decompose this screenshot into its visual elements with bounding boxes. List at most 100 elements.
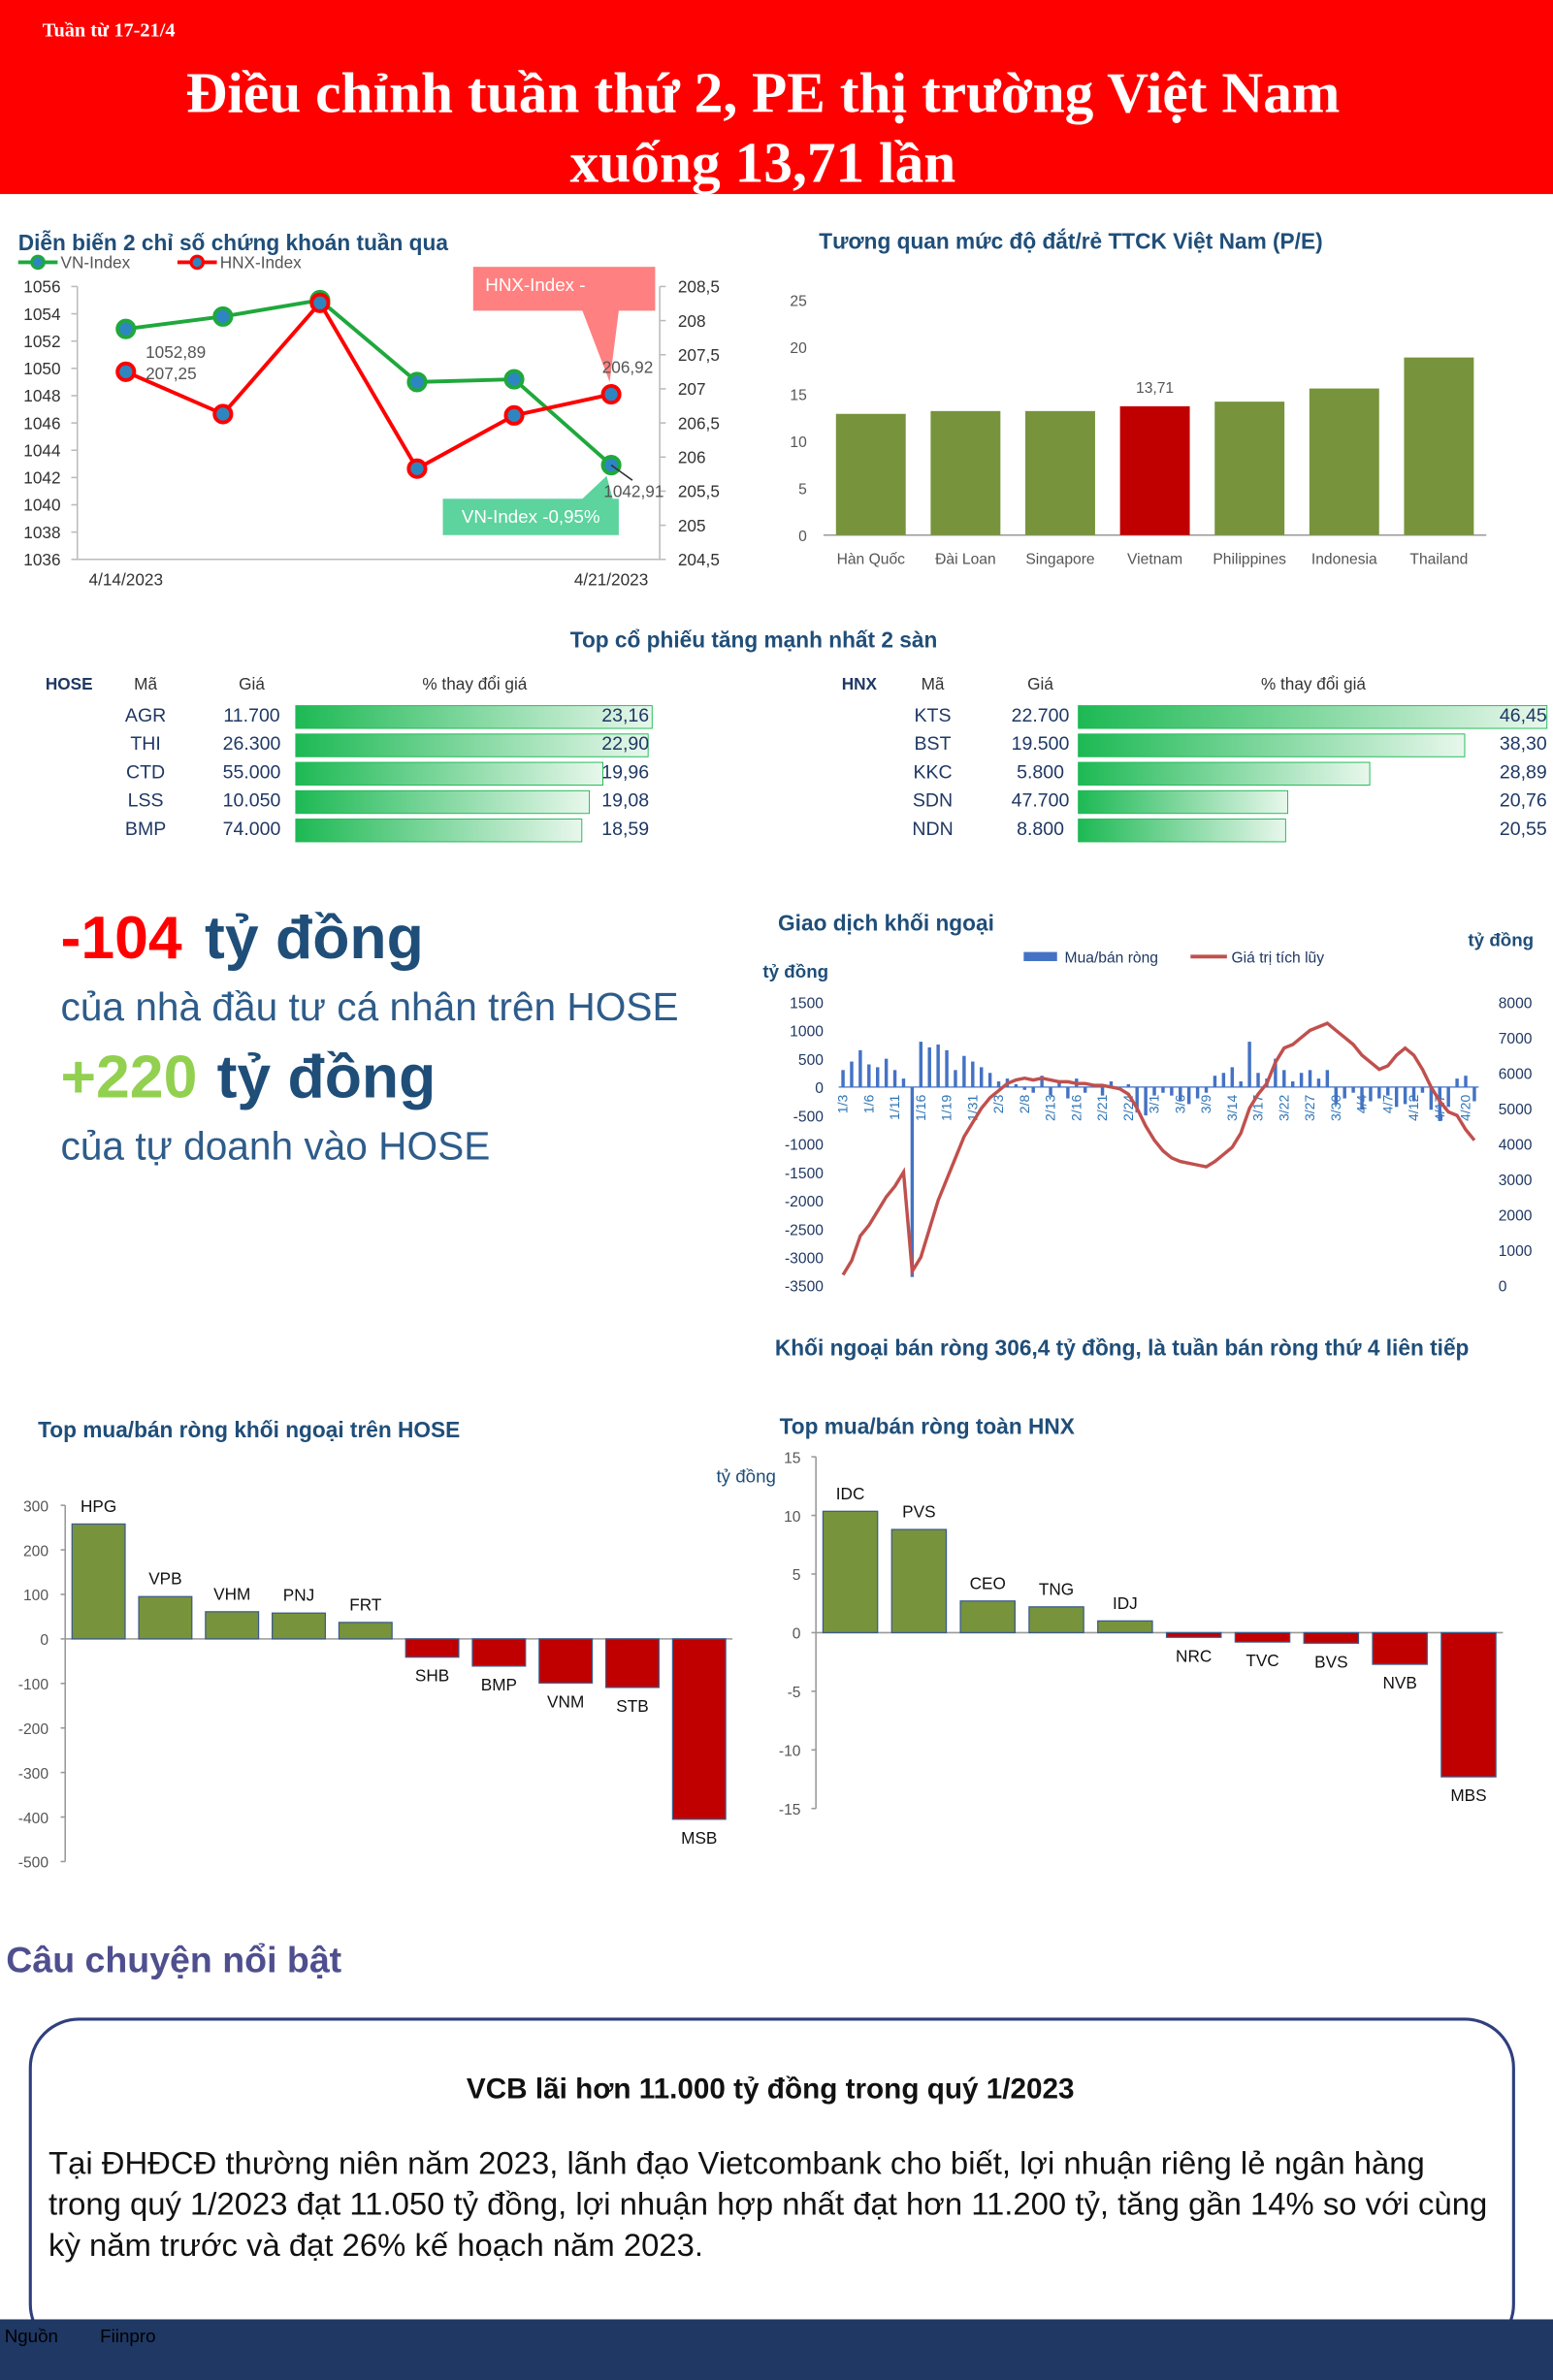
data-label: 38,30 bbox=[1500, 733, 1547, 755]
table-header: HNX bbox=[842, 674, 878, 693]
annotation: VN-Index -0,95% bbox=[442, 475, 619, 535]
y2-tick-label: 208 bbox=[678, 311, 706, 331]
caption-box: Khối ngoại bán ròng 306,4 tỷ đồng, là tu… bbox=[775, 1337, 1469, 1362]
x-tick-label: BVS bbox=[1314, 1652, 1347, 1671]
bar bbox=[471, 1638, 527, 1667]
x-tick-label: 2/24 bbox=[1120, 1095, 1136, 1122]
bar bbox=[1343, 1086, 1346, 1099]
bar bbox=[1230, 1067, 1235, 1087]
table-cell: BMP bbox=[125, 819, 166, 840]
x-tick-label: 2/16 bbox=[1068, 1095, 1084, 1122]
y-tick-label: -2000 bbox=[785, 1194, 824, 1210]
bar bbox=[1049, 1086, 1052, 1096]
bar bbox=[930, 410, 1001, 535]
y2-tick-label: 204,5 bbox=[678, 550, 720, 569]
bar bbox=[1031, 1086, 1035, 1093]
footer-band bbox=[0, 2319, 1553, 2380]
x-tick-label: VNM bbox=[547, 1691, 584, 1711]
bar bbox=[1472, 1086, 1476, 1102]
x-tick-label: HPG bbox=[81, 1496, 116, 1516]
story-heading: Câu chuyện nổi bật bbox=[6, 1940, 341, 1980]
x-tick-label: 2/3 bbox=[990, 1095, 1006, 1114]
source-label: Nguồn bbox=[5, 2326, 58, 2346]
bar bbox=[1165, 1631, 1222, 1638]
y2-tick-label: 1000 bbox=[1499, 1243, 1533, 1260]
marker bbox=[212, 403, 234, 425]
bar bbox=[1420, 1086, 1425, 1093]
table-header: % thay đổi giá bbox=[422, 674, 527, 693]
bar bbox=[404, 1638, 460, 1658]
y-tick-label: 1056 bbox=[23, 277, 60, 297]
bar bbox=[1334, 1086, 1338, 1105]
x-tick-label: 3/6 bbox=[1172, 1095, 1187, 1114]
table-cell: NDN bbox=[912, 819, 953, 840]
bar bbox=[1394, 1086, 1399, 1108]
marker bbox=[503, 404, 525, 426]
data-bar bbox=[1078, 733, 1466, 757]
x-tick-label: MSB bbox=[681, 1828, 717, 1848]
marker bbox=[406, 371, 428, 393]
bar bbox=[959, 1600, 1016, 1634]
table-cell: 5.800 bbox=[1017, 761, 1064, 783]
y-tick-label: -5 bbox=[788, 1685, 801, 1701]
bar bbox=[867, 1064, 871, 1087]
bar bbox=[1369, 1086, 1373, 1102]
bar bbox=[901, 1078, 906, 1087]
y2-tick-label: 205 bbox=[678, 516, 706, 535]
y-tick-label: -1000 bbox=[785, 1138, 824, 1154]
y-tick-label: 500 bbox=[798, 1052, 824, 1069]
x-tick-label: 3/14 bbox=[1224, 1095, 1240, 1122]
table-cell: LSS bbox=[128, 790, 164, 812]
x-tick-label: 4/14/2023 bbox=[89, 569, 163, 589]
data-label: 1042,91 bbox=[603, 481, 663, 500]
y-tick-label: -400 bbox=[18, 1811, 49, 1827]
bar bbox=[1247, 1042, 1251, 1087]
x-tick-label: 1/3 bbox=[835, 1095, 851, 1114]
table-header: Mã bbox=[134, 674, 157, 693]
data-label: 22,90 bbox=[601, 733, 649, 755]
bar bbox=[996, 1081, 1001, 1087]
x-tick-label: 3/1 bbox=[1147, 1095, 1162, 1114]
x-tick-label: 3/9 bbox=[1198, 1095, 1213, 1114]
bar bbox=[971, 1061, 975, 1087]
table-cell: 11.700 bbox=[223, 705, 279, 726]
bar bbox=[71, 1523, 126, 1640]
table-cell: KTS bbox=[915, 705, 952, 726]
bar bbox=[1022, 1086, 1027, 1090]
data-label: 206,92 bbox=[602, 358, 654, 377]
series-line bbox=[125, 298, 613, 467]
y2-tick-label: 2000 bbox=[1499, 1208, 1533, 1225]
table-header: Mã bbox=[922, 674, 945, 693]
bar bbox=[1014, 1083, 1019, 1087]
y2-tick-label: 206 bbox=[678, 448, 706, 467]
bar bbox=[1411, 1086, 1416, 1102]
data-bar bbox=[295, 733, 649, 757]
bar bbox=[1179, 1086, 1182, 1102]
table-cell: 74.000 bbox=[223, 819, 281, 840]
table-header: Giá bbox=[239, 674, 265, 693]
x-tick-label: 2/13 bbox=[1043, 1095, 1058, 1122]
story-body-box: Tại ĐHĐCĐ thường niên năm 2023, lãnh đạo… bbox=[49, 2146, 1487, 2263]
bar bbox=[1256, 1073, 1260, 1087]
x-tick-label: 1/19 bbox=[939, 1095, 954, 1122]
y2-tick-label: 7000 bbox=[1499, 1031, 1533, 1047]
highlight-unit: tỷ đồng bbox=[205, 904, 424, 972]
x-tick-label: NRC bbox=[1176, 1646, 1212, 1665]
table-header: HOSE bbox=[46, 674, 93, 693]
table-cell: CTD bbox=[126, 761, 165, 783]
data-bar bbox=[295, 705, 653, 729]
bar bbox=[890, 1528, 948, 1634]
bar bbox=[822, 1510, 879, 1634]
y-tick-label: -1500 bbox=[785, 1166, 824, 1182]
bar bbox=[1455, 1078, 1459, 1087]
y-tick-label: 0 bbox=[798, 529, 807, 545]
y-tick-label: 1054 bbox=[23, 305, 61, 324]
y-tick-label: -500 bbox=[793, 1109, 825, 1125]
table-cell: BST bbox=[915, 733, 952, 755]
y-tick-label: -200 bbox=[18, 1721, 49, 1738]
bar bbox=[1282, 1070, 1286, 1087]
data-bar bbox=[295, 789, 591, 815]
y-tick-label: 0 bbox=[815, 1080, 824, 1097]
data-label: 46,45 bbox=[1500, 705, 1547, 726]
x-tick-label: 4/20 bbox=[1458, 1095, 1473, 1122]
